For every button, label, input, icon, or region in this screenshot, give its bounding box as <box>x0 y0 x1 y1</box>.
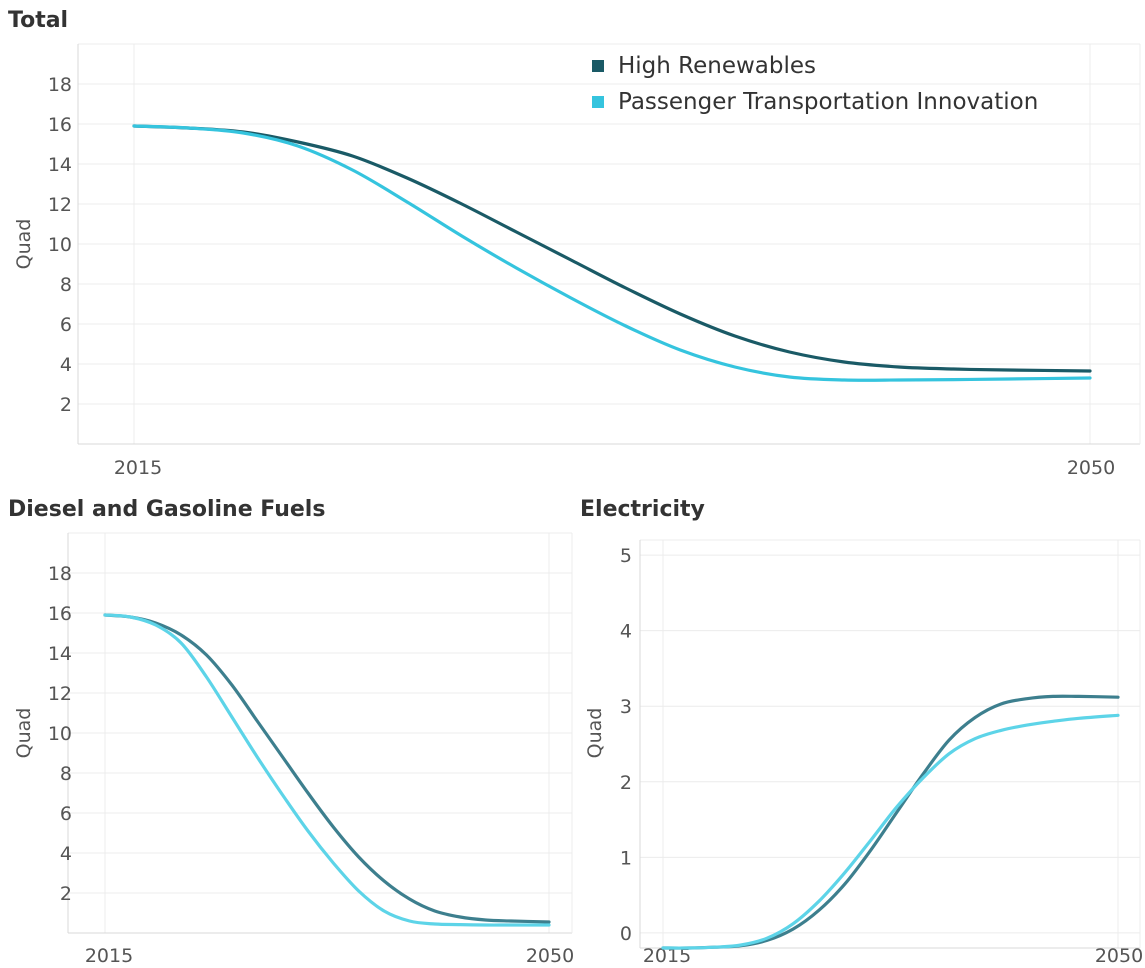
total-y-tick-label: 14 <box>48 154 72 176</box>
total-y-tick-label: 4 <box>60 354 72 376</box>
total-y-tick-label: 18 <box>48 74 72 96</box>
diesel-chart-title: Diesel and Gasoline Fuels <box>8 497 326 522</box>
total-chart: 2 4 6 8 10 12 14 16 18 2015 2050 Quad <box>13 43 1141 479</box>
diesel-y-tick-label: 8 <box>60 763 72 785</box>
diesel-y-tick-label: 2 <box>60 883 72 905</box>
electricity-y-tick-label: 1 <box>620 847 632 869</box>
electricity-series-line-high-renewables <box>661 694 1120 950</box>
electricity-chart: 0 1 2 3 4 5 2015 2050 Quad <box>584 539 1143 967</box>
electricity-y-tick-label: 5 <box>620 545 632 567</box>
legend-swatch-passenger-transportation-innovation <box>592 96 604 108</box>
diesel-y-tick-label: 18 <box>48 563 72 585</box>
electricity-y-tick-label: 3 <box>620 696 632 718</box>
electricity-x-tick-label: 2050 <box>1095 945 1143 967</box>
diesel-y-tick-label: 4 <box>60 843 72 865</box>
total-y-tick-label: 6 <box>60 314 72 336</box>
total-y-tick-label: 2 <box>60 394 72 416</box>
total-y-tick-label: 12 <box>48 194 72 216</box>
legend-label-passenger-transportation-innovation: Passenger Transportation Innovation <box>618 89 1039 115</box>
total-x-tick-label: 2015 <box>114 457 162 479</box>
legend-item-high-renewables[interactable]: High Renewables <box>592 48 1038 84</box>
total-y-tick-label: 8 <box>60 274 72 296</box>
diesel-y-tick-label: 12 <box>48 683 72 705</box>
diesel-series-line-passenger-transportation-innovation <box>103 613 551 927</box>
diesel-y-tick-label: 6 <box>60 803 72 825</box>
diesel-x-tick-label: 2050 <box>526 945 574 967</box>
total-series-line-passenger-transportation-innovation <box>132 124 1092 382</box>
total-chart-title: Total <box>8 8 69 33</box>
diesel-y-axis-label: Quad <box>13 708 35 759</box>
total-y-axis-label: Quad <box>13 219 35 270</box>
electricity-x-tick-label: 2015 <box>643 945 691 967</box>
diesel-y-tick-label: 10 <box>48 723 72 745</box>
total-y-tick-label: 16 <box>48 114 72 136</box>
total-y-tick-label: 10 <box>48 234 72 256</box>
electricity-y-axis-label: Quad <box>584 708 606 759</box>
diesel-y-tick-label: 14 <box>48 643 72 665</box>
diesel-series-line-high-renewables <box>103 613 551 924</box>
diesel-x-tick-label: 2015 <box>85 945 133 967</box>
electricity-y-tick-label: 2 <box>620 772 632 794</box>
diesel-y-tick-label: 16 <box>48 603 72 625</box>
electricity-chart-title: Electricity <box>580 497 705 522</box>
legend-swatch-high-renewables <box>592 60 604 72</box>
legend: High Renewables Passenger Transportation… <box>592 48 1038 120</box>
total-x-tick-label: 2050 <box>1067 457 1115 479</box>
electricity-series-line-passenger-transportation-innovation <box>661 713 1120 950</box>
legend-item-passenger-transportation-innovation[interactable]: Passenger Transportation Innovation <box>592 84 1038 120</box>
legend-label-high-renewables: High Renewables <box>618 53 817 79</box>
electricity-y-tick-label: 0 <box>620 923 632 945</box>
electricity-y-tick-label: 4 <box>620 621 632 643</box>
total-series-line-high-renewables <box>132 124 1092 373</box>
diesel-chart: 2 4 6 8 10 12 14 16 18 2015 2050 Quad <box>13 532 574 967</box>
